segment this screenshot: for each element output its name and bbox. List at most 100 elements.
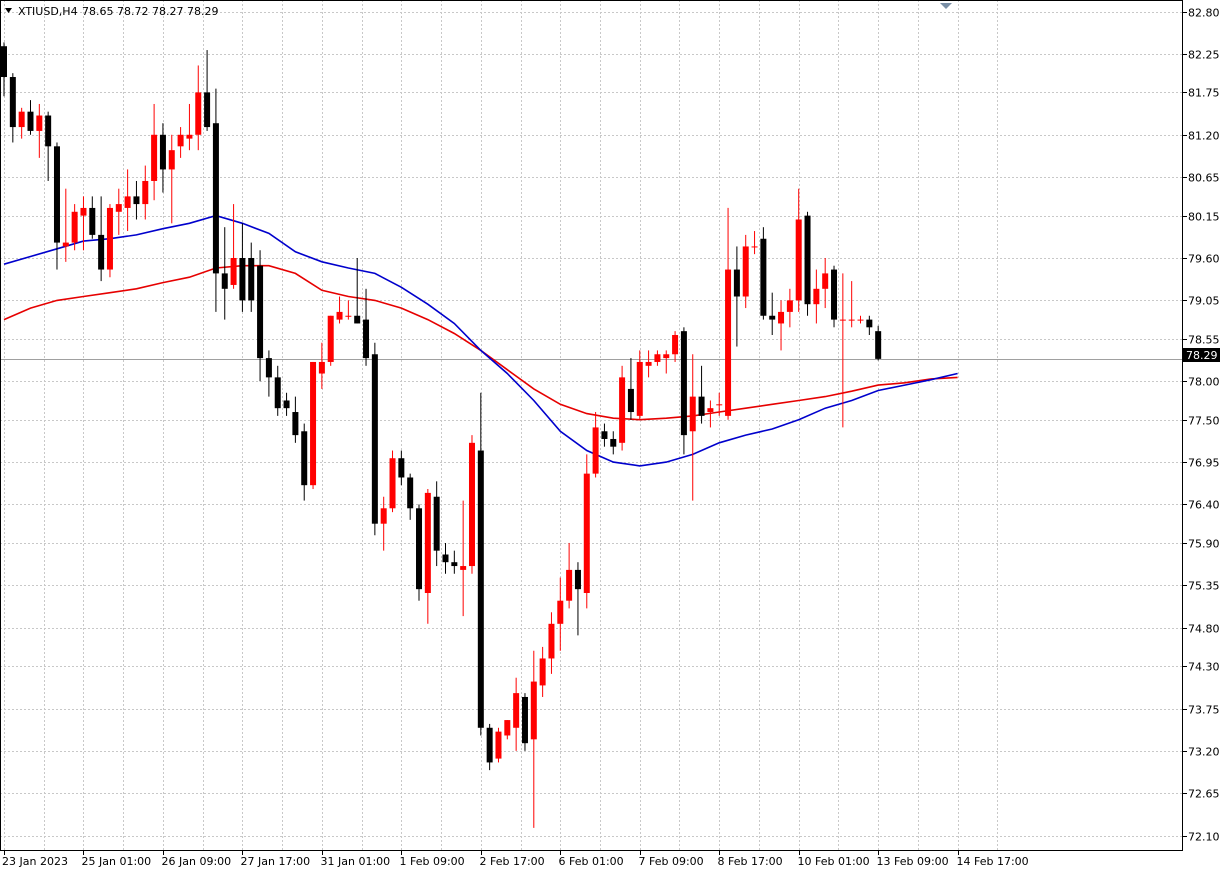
- candle-body: [610, 438, 617, 447]
- time-tick-label: 2 Feb 17:00: [480, 855, 545, 868]
- price-tick-label: 74.30: [1188, 661, 1220, 674]
- candle-bear: [274, 365, 281, 416]
- candle-body: [327, 315, 334, 362]
- price-tick-label: 72.65: [1188, 788, 1220, 801]
- candle-bear: [477, 392, 484, 736]
- candle-bull: [318, 342, 325, 389]
- candle-bear: [601, 423, 608, 447]
- candle-bull: [177, 127, 184, 158]
- price-label-text: 78.29: [1186, 349, 1218, 362]
- candle-body: [857, 319, 864, 321]
- candle-body: [336, 311, 343, 320]
- candle-bear: [89, 196, 96, 239]
- candle-body: [239, 257, 246, 301]
- candle-body: [460, 566, 467, 570]
- candle-body: [733, 269, 740, 297]
- candle-body: [566, 569, 573, 601]
- candle-bear: [398, 450, 405, 486]
- candle-body: [822, 273, 829, 289]
- candle-body: [62, 242, 69, 247]
- candle-body: [151, 134, 158, 181]
- chart-shift-marker-icon[interactable]: [940, 3, 952, 9]
- candle-body: [848, 319, 855, 321]
- candle-body: [548, 623, 555, 659]
- candle-bear: [486, 723, 493, 771]
- time-tick-label: 26 Jan 09:00: [162, 855, 232, 868]
- time-tick-label: 23 Jan 2023: [2, 855, 68, 868]
- price-tick-label: 73.20: [1188, 746, 1220, 759]
- candle-body: [680, 331, 687, 436]
- candle-body: [115, 204, 122, 212]
- candle-bull: [813, 269, 820, 324]
- candle-body: [760, 238, 767, 316]
- candle-body: [389, 458, 396, 509]
- candle-body: [795, 219, 802, 301]
- candle-body: [513, 693, 520, 728]
- candle-bear: [53, 142, 60, 270]
- candle-bull: [557, 577, 564, 651]
- candle-body: [698, 396, 705, 416]
- candle-body: [672, 335, 679, 355]
- symbol-label: XTIUSD,H4: [18, 5, 78, 18]
- candle-bull: [62, 188, 69, 262]
- candle-body: [398, 458, 405, 478]
- price-axis[interactable]: 82.80 82.25 81.75 81.20 80.65 80.15 79.60 79.05…: [1183, 7, 1220, 844]
- candle-bear: [610, 431, 617, 455]
- price-tick-label: 80.65: [1188, 172, 1220, 185]
- candle-bull: [548, 612, 555, 674]
- candle-bull: [795, 188, 802, 312]
- candle-body: [45, 115, 52, 147]
- price-tick-label: 76.40: [1188, 499, 1220, 512]
- moving-averages: [3, 214, 958, 467]
- candle-body: [345, 315, 352, 317]
- candle-bear: [371, 342, 378, 536]
- candle-body: [786, 300, 793, 312]
- candle-bull: [168, 134, 175, 224]
- candle-body: [539, 658, 546, 686]
- candle-body: [1, 46, 7, 78]
- candle-bull: [707, 400, 714, 428]
- candle-bull: [822, 257, 829, 309]
- candle-bull: [839, 273, 846, 428]
- price-tick-label: 75.35: [1188, 580, 1220, 593]
- candle-bull: [742, 234, 749, 309]
- candle-body: [363, 319, 370, 359]
- candle-bear: [698, 365, 705, 424]
- candle-body: [468, 442, 475, 567]
- candle-body: [592, 427, 599, 474]
- candle-bear: [9, 73, 16, 143]
- collapse-triangle-icon[interactable]: [5, 8, 12, 13]
- candle-body: [80, 207, 87, 216]
- candle-bull: [80, 196, 87, 251]
- price-tick-label: 73.75: [1188, 704, 1220, 717]
- candle-bear: [831, 265, 838, 328]
- candle-body: [654, 354, 661, 362]
- candle-body: [424, 492, 431, 594]
- candle-bear: [760, 227, 767, 320]
- candle-bull: [151, 103, 158, 201]
- candle-body: [839, 319, 846, 321]
- price-tick-label: 74.80: [1188, 623, 1220, 636]
- candle-bull: [751, 231, 758, 255]
- candle-body: [292, 412, 299, 436]
- candle-body: [204, 92, 211, 128]
- candle-bear: [451, 550, 458, 574]
- candle-body: [186, 134, 193, 139]
- candle-bear: [27, 100, 34, 135]
- time-axis[interactable]: 23 Jan 2023 25 Jan 01:00 26 Jan 09:00 27 Ja…: [2, 851, 1029, 868]
- candle-bull: [460, 500, 467, 617]
- ohlc-values: 78.65 78.72 78.27 78.29: [82, 5, 218, 18]
- candle-body: [804, 215, 811, 305]
- candle-bull: [230, 204, 237, 289]
- candle-body: [142, 180, 149, 205]
- candle-bear: [627, 358, 634, 420]
- candle-bear: [363, 288, 370, 366]
- price-tick-label: 80.15: [1188, 211, 1220, 224]
- candle-bear: [98, 196, 105, 282]
- price-tick-label: 78.55: [1188, 334, 1220, 347]
- candle-body: [442, 554, 449, 563]
- candle-body: [98, 234, 105, 270]
- candle-bull: [725, 207, 732, 420]
